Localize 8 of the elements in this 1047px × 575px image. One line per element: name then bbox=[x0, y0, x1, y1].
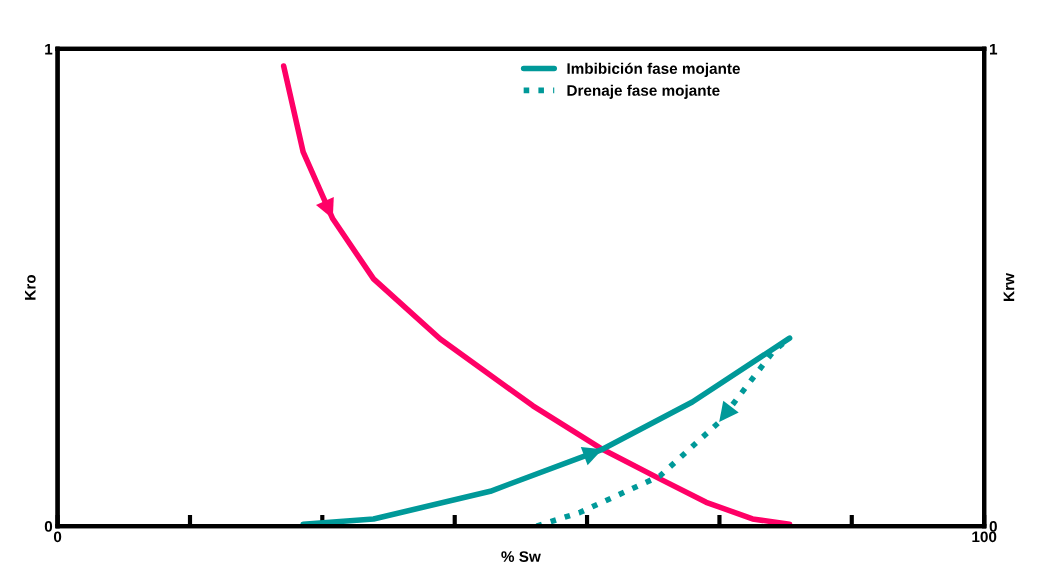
legend-label: Drenaje fase mojante bbox=[567, 84, 720, 99]
x-axis-title: % Sw bbox=[501, 551, 541, 563]
x-tick-label: 100 bbox=[972, 531, 997, 543]
y-axis-title: Kro bbox=[24, 274, 36, 300]
y2-tick-label: 1 bbox=[990, 43, 998, 55]
y2-tick-label: 0 bbox=[989, 520, 997, 532]
y2-axis-title: Krw bbox=[1003, 273, 1015, 301]
legend-label: Imbibición fase mojante bbox=[567, 62, 740, 77]
